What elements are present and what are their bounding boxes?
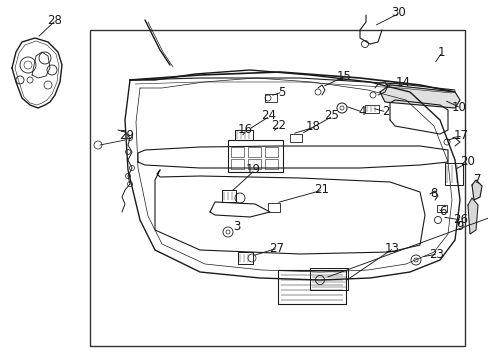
Text: 4: 4 — [357, 105, 365, 118]
Text: 20: 20 — [459, 156, 474, 168]
Bar — [444, 163, 462, 185]
Bar — [247, 159, 261, 169]
Bar — [90, 30, 464, 346]
Bar — [230, 147, 244, 157]
Bar — [267, 203, 280, 212]
Bar — [264, 94, 276, 102]
Text: 17: 17 — [453, 130, 468, 143]
Text: 9: 9 — [455, 220, 463, 234]
Bar — [227, 140, 283, 172]
Text: 1: 1 — [437, 45, 445, 58]
Bar — [436, 205, 446, 212]
Polygon shape — [471, 180, 481, 200]
Text: 18: 18 — [305, 121, 320, 134]
Text: 2: 2 — [381, 105, 389, 118]
Text: 30: 30 — [390, 6, 405, 19]
Bar — [264, 147, 278, 157]
Text: 29: 29 — [119, 130, 134, 143]
Text: 23: 23 — [428, 248, 443, 261]
Text: 21: 21 — [313, 184, 328, 197]
Text: 22: 22 — [270, 120, 285, 132]
Text: 19: 19 — [245, 163, 261, 176]
Text: 5: 5 — [278, 85, 285, 99]
Text: 16: 16 — [238, 123, 252, 136]
Text: 3: 3 — [232, 220, 240, 234]
Bar — [230, 159, 244, 169]
Polygon shape — [467, 198, 477, 234]
Text: 15: 15 — [336, 69, 351, 82]
Bar — [235, 130, 252, 140]
Bar — [247, 147, 261, 157]
Text: 25: 25 — [324, 109, 338, 122]
Bar — [364, 105, 378, 113]
Text: 27: 27 — [268, 242, 284, 255]
Bar — [309, 268, 347, 290]
Text: 8: 8 — [429, 188, 436, 201]
Bar — [278, 270, 346, 304]
Polygon shape — [379, 85, 459, 108]
Text: 28: 28 — [47, 13, 62, 27]
Bar — [222, 190, 236, 202]
Bar — [238, 252, 252, 264]
Text: 24: 24 — [261, 109, 275, 122]
Bar — [289, 134, 302, 142]
Text: 14: 14 — [395, 76, 410, 89]
Bar — [264, 159, 278, 169]
Text: 6: 6 — [438, 206, 446, 219]
Text: 7: 7 — [473, 174, 481, 186]
Text: 10: 10 — [451, 102, 466, 114]
Text: 26: 26 — [452, 213, 467, 226]
Text: 13: 13 — [384, 242, 399, 255]
